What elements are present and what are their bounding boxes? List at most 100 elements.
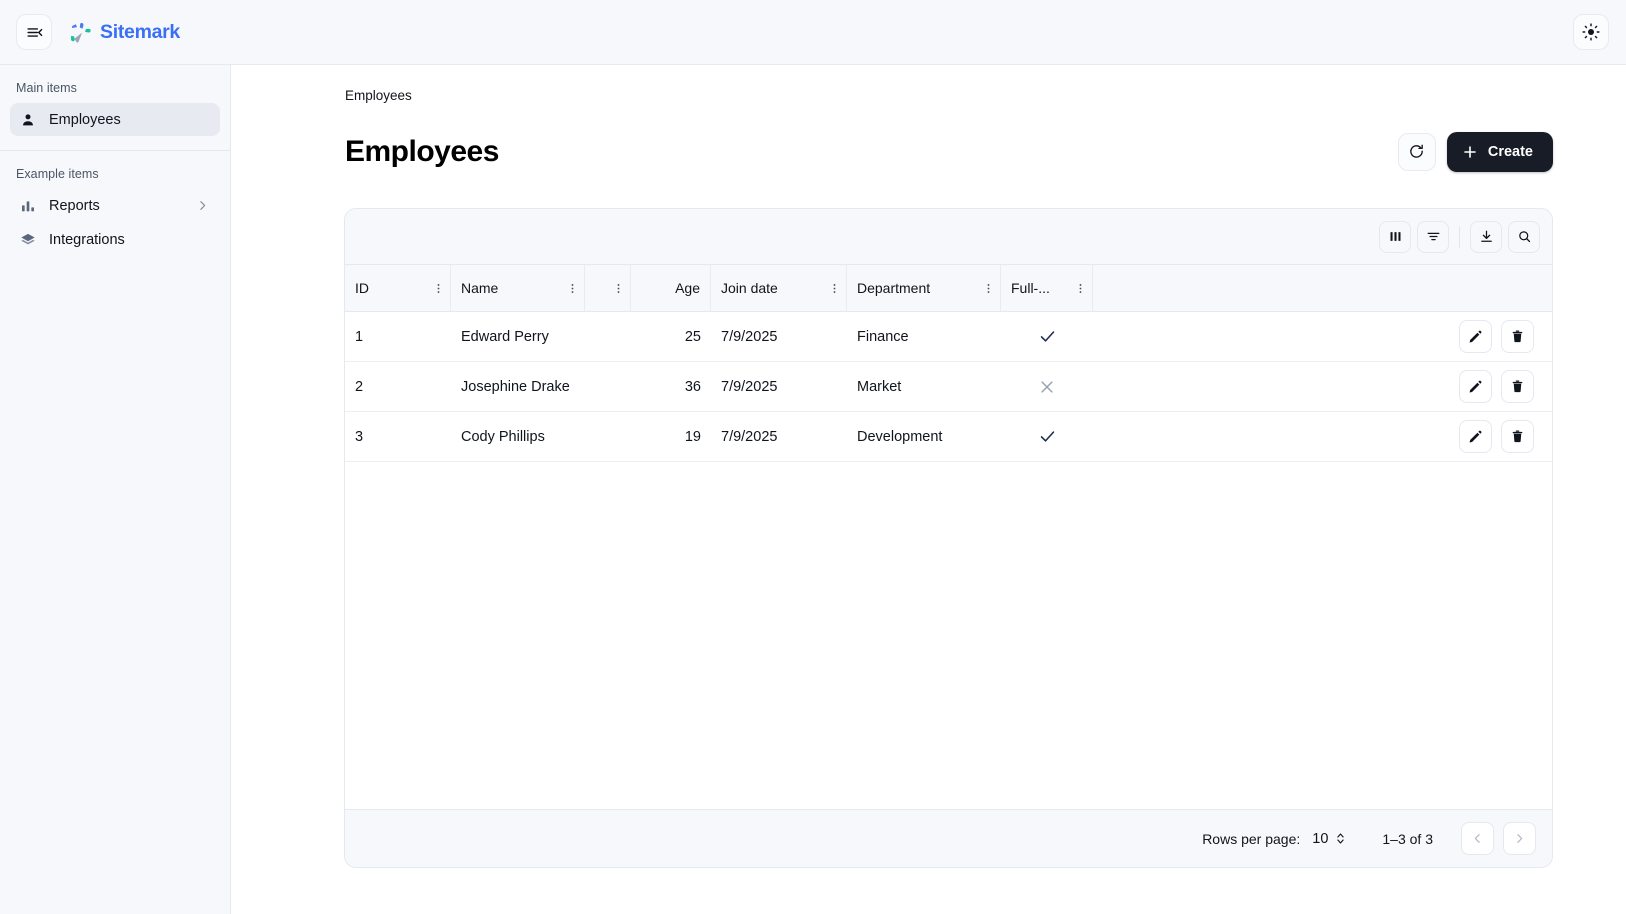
column-header-secondary[interactable] xyxy=(585,265,631,312)
sidebar-item-label-reports: Reports xyxy=(49,197,100,214)
layers-icon xyxy=(19,231,37,249)
column-header-label-department: Department xyxy=(857,280,931,297)
cell-secondary xyxy=(585,362,631,411)
sidebar-group-title-example: Example items xyxy=(16,167,99,181)
delete-icon xyxy=(1510,329,1525,344)
column-header-label-id: ID xyxy=(355,280,369,297)
plus-icon xyxy=(1462,144,1478,160)
column-menu-icon-name[interactable] xyxy=(560,282,584,295)
next-page-button[interactable] xyxy=(1503,822,1536,855)
cell-age: 36 xyxy=(684,378,701,395)
cell-department: Finance xyxy=(857,328,909,345)
export-button[interactable] xyxy=(1470,220,1502,253)
cell-secondary xyxy=(585,412,631,461)
edit-icon xyxy=(1468,429,1483,444)
table-row[interactable]: 1 Edward Perry 25 7/9/2025 Finance xyxy=(345,312,1552,363)
sidebar: Main items Employees Example items xyxy=(0,65,231,914)
row-action-buttons xyxy=(1093,312,1552,361)
column-header-actions xyxy=(1093,265,1552,311)
column-header-label-name: Name xyxy=(461,280,499,297)
data-grid-footer: Rows per page: 10 1–3 of 3 xyxy=(345,809,1552,867)
cell-full-time xyxy=(1001,362,1093,411)
search-icon xyxy=(1517,229,1532,244)
cell-id: 3 xyxy=(355,428,364,445)
page-title: Employees xyxy=(345,135,499,169)
sidebar-item-reports[interactable]: Reports xyxy=(10,189,220,222)
table-row[interactable]: 3 Cody Phillips 19 7/9/2025 Development xyxy=(345,412,1552,463)
delete-button[interactable] xyxy=(1501,420,1534,454)
column-header-full-time[interactable]: Full-... xyxy=(1001,265,1093,312)
chevron-right-icon xyxy=(1513,832,1526,845)
filter-button[interactable] xyxy=(1417,220,1449,253)
download-icon xyxy=(1479,229,1494,244)
sidebar-item-integrations[interactable]: Integrations xyxy=(10,223,220,256)
data-grid-body: 1 Edward Perry 25 7/9/2025 Finance xyxy=(345,312,1552,809)
search-button[interactable] xyxy=(1508,220,1540,253)
edit-icon xyxy=(1468,379,1483,394)
cell-department: Market xyxy=(857,378,902,395)
cell-id: 1 xyxy=(355,328,364,345)
edit-button[interactable] xyxy=(1459,370,1492,404)
sidebar-item-employees[interactable]: Employees xyxy=(10,103,220,136)
cell-name: Edward Perry xyxy=(461,328,549,345)
column-header-age[interactable]: Age xyxy=(631,265,711,312)
column-menu-icon-secondary[interactable] xyxy=(606,282,630,295)
toolbar-right-group xyxy=(1464,220,1540,253)
cell-age: 25 xyxy=(684,328,701,345)
cell-full-time xyxy=(1001,412,1093,461)
refresh-button[interactable] xyxy=(1397,132,1436,171)
brand[interactable]: Sitemark xyxy=(70,21,180,44)
column-header-join-date[interactable]: Join date xyxy=(711,265,847,312)
filter-icon xyxy=(1426,229,1441,244)
cell-age: 19 xyxy=(684,428,701,445)
theme-toggle-button[interactable] xyxy=(1573,14,1609,50)
data-grid-toolbar xyxy=(345,209,1552,265)
sitemark-pinwheel-logo-icon xyxy=(70,21,93,44)
cell-department: Development xyxy=(857,428,943,445)
edit-button[interactable] xyxy=(1459,320,1492,354)
sidebar-item-label-integrations: Integrations xyxy=(49,231,125,248)
column-menu-icon-id[interactable] xyxy=(426,282,450,295)
check-icon xyxy=(1038,427,1057,446)
column-header-label-full-time: Full-... xyxy=(1011,280,1050,297)
rows-per-page-value: 10 xyxy=(1312,830,1329,847)
delete-button[interactable] xyxy=(1501,320,1534,354)
column-header-department[interactable]: Department xyxy=(847,265,1001,312)
table-row[interactable]: 2 Josephine Drake 36 7/9/2025 Market xyxy=(345,362,1552,413)
columns-button[interactable] xyxy=(1379,220,1411,253)
page-header-actions: Create xyxy=(1397,131,1553,172)
edit-button[interactable] xyxy=(1459,420,1492,454)
menu-collapse-button[interactable] xyxy=(16,14,52,50)
data-grid-header: ID Name xyxy=(345,264,1552,313)
previous-page-button[interactable] xyxy=(1461,822,1494,855)
rows-per-page-select[interactable]: 10 xyxy=(1312,831,1346,847)
person-icon xyxy=(19,111,37,129)
create-button[interactable]: Create xyxy=(1446,131,1553,172)
sidebar-group-example: Example items Reports xyxy=(0,151,230,257)
delete-icon xyxy=(1510,379,1525,394)
edit-icon xyxy=(1468,329,1483,344)
column-menu-icon-join-date[interactable] xyxy=(822,282,846,295)
sun-icon xyxy=(1582,23,1600,41)
row-action-buttons xyxy=(1093,362,1552,411)
main-content: Employees Employees xyxy=(231,65,1626,914)
data-grid-card: ID Name xyxy=(344,208,1553,868)
page-header: Employees xyxy=(344,115,1553,188)
pagination-range: 1–3 of 3 xyxy=(1382,830,1433,847)
brand-name: Sitemark xyxy=(100,20,180,43)
column-menu-icon-department[interactable] xyxy=(976,282,1000,295)
sidebar-divider xyxy=(0,150,230,151)
chevron-right-icon xyxy=(194,198,210,214)
cell-id: 2 xyxy=(355,378,364,395)
top-bar: Sitemark xyxy=(0,0,1626,65)
cell-name: Josephine Drake xyxy=(461,378,570,395)
cell-join-date: 7/9/2025 xyxy=(721,328,778,345)
toolbar-divider xyxy=(1459,225,1460,248)
refresh-icon xyxy=(1408,143,1425,160)
column-header-id[interactable]: ID xyxy=(345,265,451,312)
delete-button[interactable] xyxy=(1501,370,1534,404)
column-header-name[interactable]: Name xyxy=(451,265,585,312)
chevron-up-down-icon xyxy=(1335,831,1346,846)
column-menu-icon-full-time[interactable] xyxy=(1068,282,1092,295)
